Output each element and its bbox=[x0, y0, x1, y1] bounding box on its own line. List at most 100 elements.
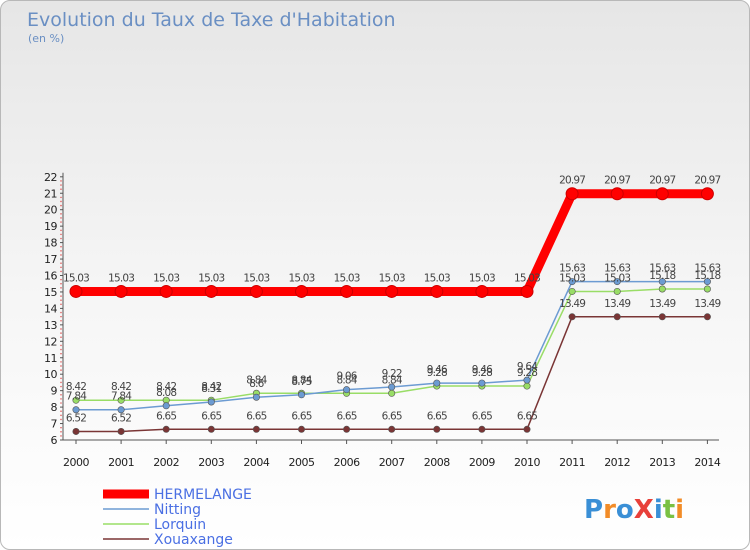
y-minor-tick bbox=[60, 344, 62, 347]
data-point-nitting bbox=[703, 278, 711, 286]
plot-area: 15.03 15.03 15.03 15.03 15.03 15.03 15.03 15.03… bbox=[63, 175, 721, 435]
y-tick-label: 10 bbox=[44, 368, 57, 381]
x-tick-label: 2001 bbox=[108, 456, 134, 469]
data-label-lorquin: 8.84 bbox=[337, 374, 358, 386]
y-tick-label: 14 bbox=[44, 302, 57, 315]
data-point-hermelange bbox=[114, 284, 128, 298]
data-point-hermelange bbox=[655, 187, 669, 201]
data-label-hermelange: 15.03 bbox=[334, 272, 360, 284]
data-label-nitting: 15.63 bbox=[649, 263, 675, 275]
data-label-nitting: 8.75 bbox=[291, 376, 311, 388]
y-tick-label: 6 bbox=[51, 434, 58, 447]
data-point-lorquin bbox=[117, 396, 125, 404]
data-point-lorquin bbox=[523, 382, 531, 390]
x-tick-label: 2003 bbox=[198, 456, 224, 469]
logo-letter: t bbox=[663, 495, 675, 525]
chart-subtitle: (en %) bbox=[28, 32, 64, 45]
y-minor-tick bbox=[60, 266, 62, 269]
data-label-xouaxange: 6.65 bbox=[427, 410, 447, 422]
data-point-lorquin bbox=[72, 396, 80, 404]
data-label-hermelange: 20.97 bbox=[604, 175, 630, 187]
data-label-hermelange: 15.03 bbox=[198, 272, 224, 284]
y-minor-tick bbox=[60, 295, 62, 297]
data-label-xouaxange: 13.49 bbox=[694, 298, 720, 310]
data-label-xouaxange: 13.49 bbox=[559, 298, 585, 310]
data-point-nitting bbox=[433, 379, 441, 387]
data-point-nitting bbox=[162, 402, 170, 410]
data-point-lorquin bbox=[568, 287, 576, 295]
y-minor-tick bbox=[60, 385, 62, 388]
data-label-hermelange: 15.03 bbox=[514, 272, 540, 284]
y-minor-tick bbox=[60, 361, 62, 363]
y-minor-tick bbox=[60, 188, 62, 190]
data-label-nitting: 7.84 bbox=[111, 391, 132, 403]
y-minor-tick bbox=[60, 336, 62, 338]
data-label-lorquin: 8.84 bbox=[246, 374, 267, 386]
y-tick-label: 19 bbox=[44, 220, 57, 233]
data-point-nitting bbox=[478, 379, 486, 387]
legend-label-nitting: Nitting bbox=[154, 502, 201, 518]
data-label-nitting: 9.46 bbox=[472, 364, 493, 376]
data-label-hermelange: 15.03 bbox=[243, 272, 269, 284]
data-label-nitting: 9.64 bbox=[517, 361, 538, 373]
data-label-lorquin: 8.84 bbox=[291, 374, 312, 386]
x-tick-label: 2012 bbox=[604, 456, 630, 469]
data-label-lorquin: 8.42 bbox=[66, 381, 86, 393]
y-tick-label: 16 bbox=[44, 270, 57, 283]
y-tick-label: 7 bbox=[51, 418, 58, 431]
data-point-hermelange bbox=[475, 284, 489, 298]
y-tick-label: 11 bbox=[44, 352, 57, 365]
data-label-lorquin: 8.42 bbox=[201, 381, 221, 393]
y-minor-tick bbox=[60, 365, 62, 367]
y-minor-tick bbox=[60, 229, 62, 232]
data-point-xouaxange bbox=[343, 425, 351, 433]
data-label-nitting: 15.63 bbox=[604, 263, 630, 275]
y-minor-tick bbox=[60, 393, 62, 396]
data-point-nitting bbox=[252, 393, 260, 401]
data-label-xouaxange: 6.65 bbox=[201, 410, 221, 422]
data-label-lorquin: 15.18 bbox=[694, 270, 720, 282]
logo-letter: X bbox=[634, 495, 654, 525]
x-tick-label: 2000 bbox=[63, 456, 89, 469]
y-minor-tick bbox=[60, 237, 62, 240]
y-minor-tick bbox=[60, 204, 62, 207]
y-minor-tick bbox=[60, 377, 62, 380]
y-minor-tick bbox=[60, 381, 62, 384]
logo-letter: r bbox=[603, 495, 616, 525]
y-minor-tick bbox=[60, 262, 62, 264]
data-label-lorquin: 8.42 bbox=[111, 381, 131, 393]
y-minor-tick bbox=[60, 311, 62, 314]
y-tick-label: 15 bbox=[44, 286, 57, 299]
y-minor-tick bbox=[60, 348, 62, 351]
data-label-xouaxange: 6.65 bbox=[472, 410, 492, 422]
data-point-nitting bbox=[523, 376, 531, 384]
data-point-hermelange bbox=[204, 284, 218, 298]
y-minor-tick bbox=[60, 217, 62, 219]
data-point-xouaxange bbox=[433, 425, 441, 433]
data-point-xouaxange bbox=[72, 427, 80, 435]
data-label-nitting: 15.63 bbox=[694, 263, 720, 275]
data-label-hermelange: 20.97 bbox=[559, 175, 585, 187]
y-tick-label: 21 bbox=[44, 187, 57, 200]
x-tick-label: 2008 bbox=[424, 456, 450, 469]
x-tick-label: 2002 bbox=[153, 456, 179, 469]
y-tick-label: 17 bbox=[44, 253, 57, 266]
y-minor-tick bbox=[60, 414, 62, 417]
legend-label-xouaxange: Xouaxange bbox=[154, 532, 233, 548]
data-label-xouaxange: 6.65 bbox=[156, 410, 176, 422]
data-point-lorquin bbox=[658, 285, 666, 293]
data-label-lorquin: 15.03 bbox=[559, 272, 585, 284]
y-minor-tick bbox=[60, 315, 62, 318]
data-point-hermelange bbox=[295, 284, 308, 298]
data-label-hermelange: 15.03 bbox=[108, 272, 134, 284]
data-label-lorquin: 9.28 bbox=[427, 367, 447, 379]
logo-letter: P bbox=[584, 495, 603, 525]
data-point-xouaxange bbox=[658, 313, 666, 321]
data-label-lorquin: 8.84 bbox=[382, 374, 403, 386]
y-minor-tick bbox=[60, 430, 62, 433]
data-point-nitting bbox=[388, 383, 396, 391]
data-point-xouaxange bbox=[207, 425, 215, 433]
x-tick-label: 2011 bbox=[559, 456, 585, 469]
